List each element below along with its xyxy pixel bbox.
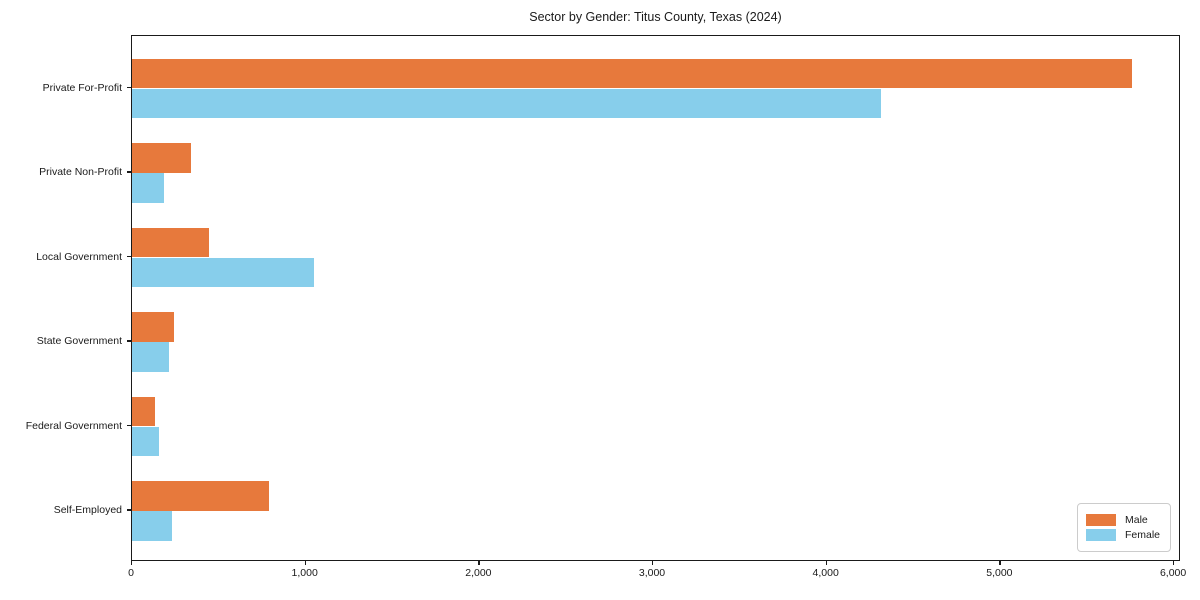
y-tick-local-government — [127, 255, 131, 258]
x-tick-2-000 — [478, 561, 480, 565]
x-tick-label-3-000: 3,000 — [638, 567, 666, 579]
y-tick-label-private-non-profit: Private Non-Profit — [39, 166, 122, 178]
bar-female-local-government — [132, 257, 314, 288]
legend-item-female: Female — [1085, 529, 1160, 541]
bar-female-private-for-profit — [132, 88, 881, 119]
y-tick-label-private-for-profit: Private For-Profit — [42, 81, 122, 94]
bar-male-federal-government — [132, 396, 155, 427]
x-tick-1-000 — [304, 561, 306, 565]
y-tick-private-for-profit — [127, 86, 131, 89]
bar-female-self-employed — [132, 511, 172, 541]
y-tick-self-employed — [127, 509, 131, 511]
y-tick-federal-government — [127, 424, 131, 427]
x-tick-label-1-000: 1,000 — [291, 567, 318, 579]
legend-label-male: Male — [1124, 514, 1148, 526]
chart-title: Sector by Gender: Titus County, Texas (2… — [529, 10, 782, 24]
x-tick-4-000 — [825, 561, 827, 565]
bar-male-state-government — [132, 312, 174, 342]
y-tick-label-local-government: Local Government — [36, 250, 122, 263]
x-tick-label-4-000: 4,000 — [812, 567, 839, 579]
x-tick-label-5-000: 5,000 — [986, 567, 1013, 579]
legend: Male Female — [1076, 503, 1171, 552]
x-tick-label-0: 0 — [128, 567, 134, 579]
bar-male-private-for-profit — [132, 58, 1133, 89]
x-tick-0 — [131, 561, 133, 565]
bar-female-federal-government — [132, 426, 159, 457]
x-tick-label-6-000: 6,000 — [1159, 567, 1187, 579]
y-tick-label-state-government: State Government — [36, 335, 122, 347]
x-tick-3-000 — [652, 561, 654, 565]
plot-area: Male Female — [131, 35, 1180, 561]
y-tick-label-self-employed: Self-Employed — [53, 504, 122, 516]
x-tick-6-000 — [1173, 561, 1175, 565]
x-tick-5-000 — [999, 561, 1001, 565]
bar-male-private-non-profit — [132, 143, 191, 173]
legend-swatch-male — [1085, 514, 1116, 526]
y-tick-state-government — [127, 340, 131, 342]
bar-male-local-government — [132, 227, 210, 258]
y-tick-private-non-profit — [127, 171, 131, 173]
legend-label-female: Female — [1124, 529, 1160, 541]
bar-male-self-employed — [132, 481, 270, 511]
bar-female-state-government — [132, 342, 170, 372]
legend-swatch-female — [1085, 529, 1116, 541]
bar-female-private-non-profit — [132, 173, 165, 203]
x-tick-label-2-000: 2,000 — [465, 567, 492, 579]
y-tick-label-federal-government: Federal Government — [25, 419, 122, 432]
legend-item-male: Male — [1085, 514, 1160, 526]
